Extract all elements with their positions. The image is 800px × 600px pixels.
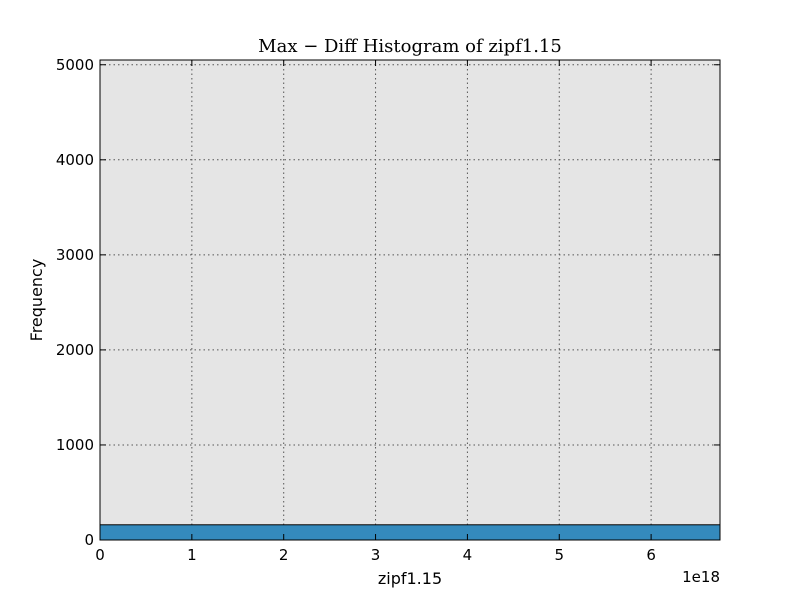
y-tick-label: 3000 <box>56 246 94 264</box>
x-axis-label: zipf1.15 <box>378 569 442 588</box>
y-tick-label: 2000 <box>56 341 94 359</box>
x-tick-label: 3 <box>371 546 381 564</box>
x-tick-label: 5 <box>554 546 564 564</box>
x-tick-label: 0 <box>95 546 105 564</box>
bars-layer <box>99 524 721 541</box>
y-axis-label: Frequency <box>27 259 46 342</box>
x-tick-label: 4 <box>463 546 473 564</box>
ticks-layer: 0 1 2 3 4 5 6 0 1000 2000 3000 4000 5000 <box>56 56 720 564</box>
plot-frame <box>99 59 721 541</box>
y-tick-label: 0 <box>84 531 94 549</box>
grid-layer <box>100 60 720 540</box>
y-tick-label: 5000 <box>56 56 94 74</box>
x-axis-offset-label: 1e18 <box>682 568 720 586</box>
y-tick-label: 1000 <box>56 436 94 454</box>
y-tick-label: 4000 <box>56 151 94 169</box>
chart-title: Max − Diff Histogram of zipf1.15 <box>258 36 562 57</box>
x-tick-label: 1 <box>187 546 197 564</box>
x-tick-label: 2 <box>279 546 289 564</box>
plot-background <box>100 60 720 540</box>
histogram-bar <box>99 524 721 541</box>
x-tick-label: 6 <box>646 546 656 564</box>
